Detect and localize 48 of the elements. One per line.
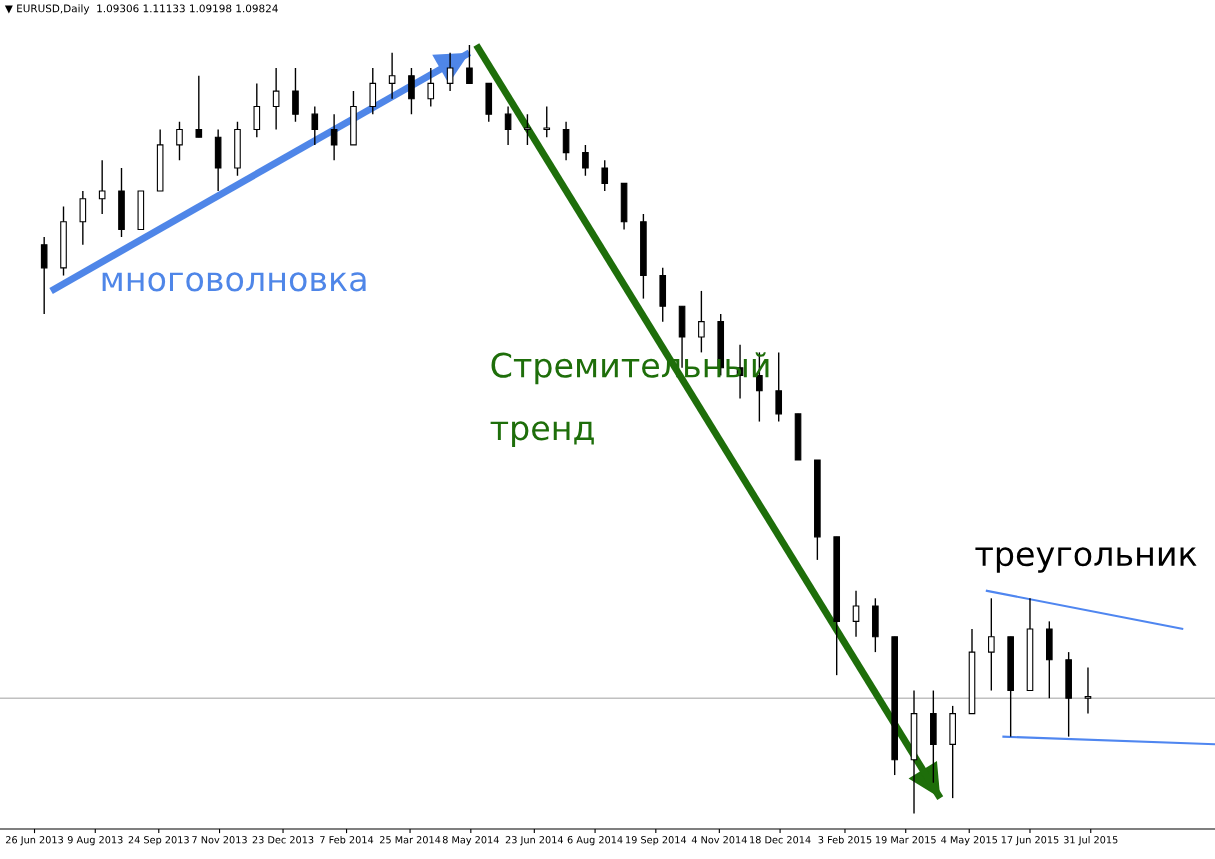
annotation: треугольник xyxy=(975,547,1197,573)
annotation: многоволновка xyxy=(102,272,366,292)
candlestick xyxy=(446,51,454,92)
candlestick xyxy=(1084,666,1092,715)
x-tick-label: 23 Jun 2014 xyxy=(505,836,564,846)
candlestick xyxy=(698,290,705,354)
candlestick xyxy=(292,67,299,123)
candlestick xyxy=(408,67,415,115)
candlestick xyxy=(601,159,609,192)
candlestick xyxy=(562,121,570,161)
x-tick-label: 7 Feb 2014 xyxy=(320,835,374,844)
chart-title: ▼ EURUSD,Daily 1.09306 1.11133 1.09198 1.09824 xyxy=(4,4,278,15)
x-tick-label: 24 Sep 2013 xyxy=(128,836,189,846)
candlestick xyxy=(543,105,551,138)
candlestick xyxy=(253,82,261,138)
candlestick xyxy=(98,159,106,215)
candlestick xyxy=(195,75,203,138)
x-tick-label: 9 Aug 2013 xyxy=(67,836,123,846)
x-tick-label: 19 Sep 2014 xyxy=(626,836,687,846)
x-tick-label: 19 Mar 2015 xyxy=(875,836,936,844)
x-tick-label: 7 Nov 2013 xyxy=(192,836,247,844)
candlestick xyxy=(79,190,87,246)
candlestick xyxy=(388,51,396,100)
candlestick xyxy=(427,67,435,108)
candlestick xyxy=(466,44,473,85)
x-tick-label: 18 Dec 2014 xyxy=(750,836,811,844)
candlestick xyxy=(775,351,783,423)
candlestick xyxy=(40,236,48,315)
x-tick-label: 25 Mar 2014 xyxy=(379,836,441,844)
candlestick xyxy=(176,121,183,161)
x-tick-label: 4 May 2015 xyxy=(941,836,997,846)
x-tick-label: 3 Feb 2015 xyxy=(818,835,872,844)
x-tick-label: 4 Nov 2014 xyxy=(691,836,747,844)
candlestick xyxy=(369,67,377,115)
x-tick-label: 26 Jun 2013 xyxy=(5,836,63,846)
x-tick-label: 17 Jun 2015 xyxy=(1001,836,1059,846)
x-tick-label: 23 Dec 2013 xyxy=(252,836,314,844)
candlestick xyxy=(524,113,531,146)
candlestick xyxy=(311,105,319,146)
candlestick xyxy=(852,589,860,638)
candlestick xyxy=(582,144,589,177)
candlestick xyxy=(330,113,338,161)
candlestick xyxy=(504,105,512,146)
candlestick xyxy=(272,67,280,131)
candlestick xyxy=(988,597,995,692)
x-tick-label: 6 Aug 2014 xyxy=(567,836,623,846)
x-tick-label: 31 Jul 2015 xyxy=(1063,835,1118,846)
x-tick-label: 8 May 2014 xyxy=(442,836,499,846)
